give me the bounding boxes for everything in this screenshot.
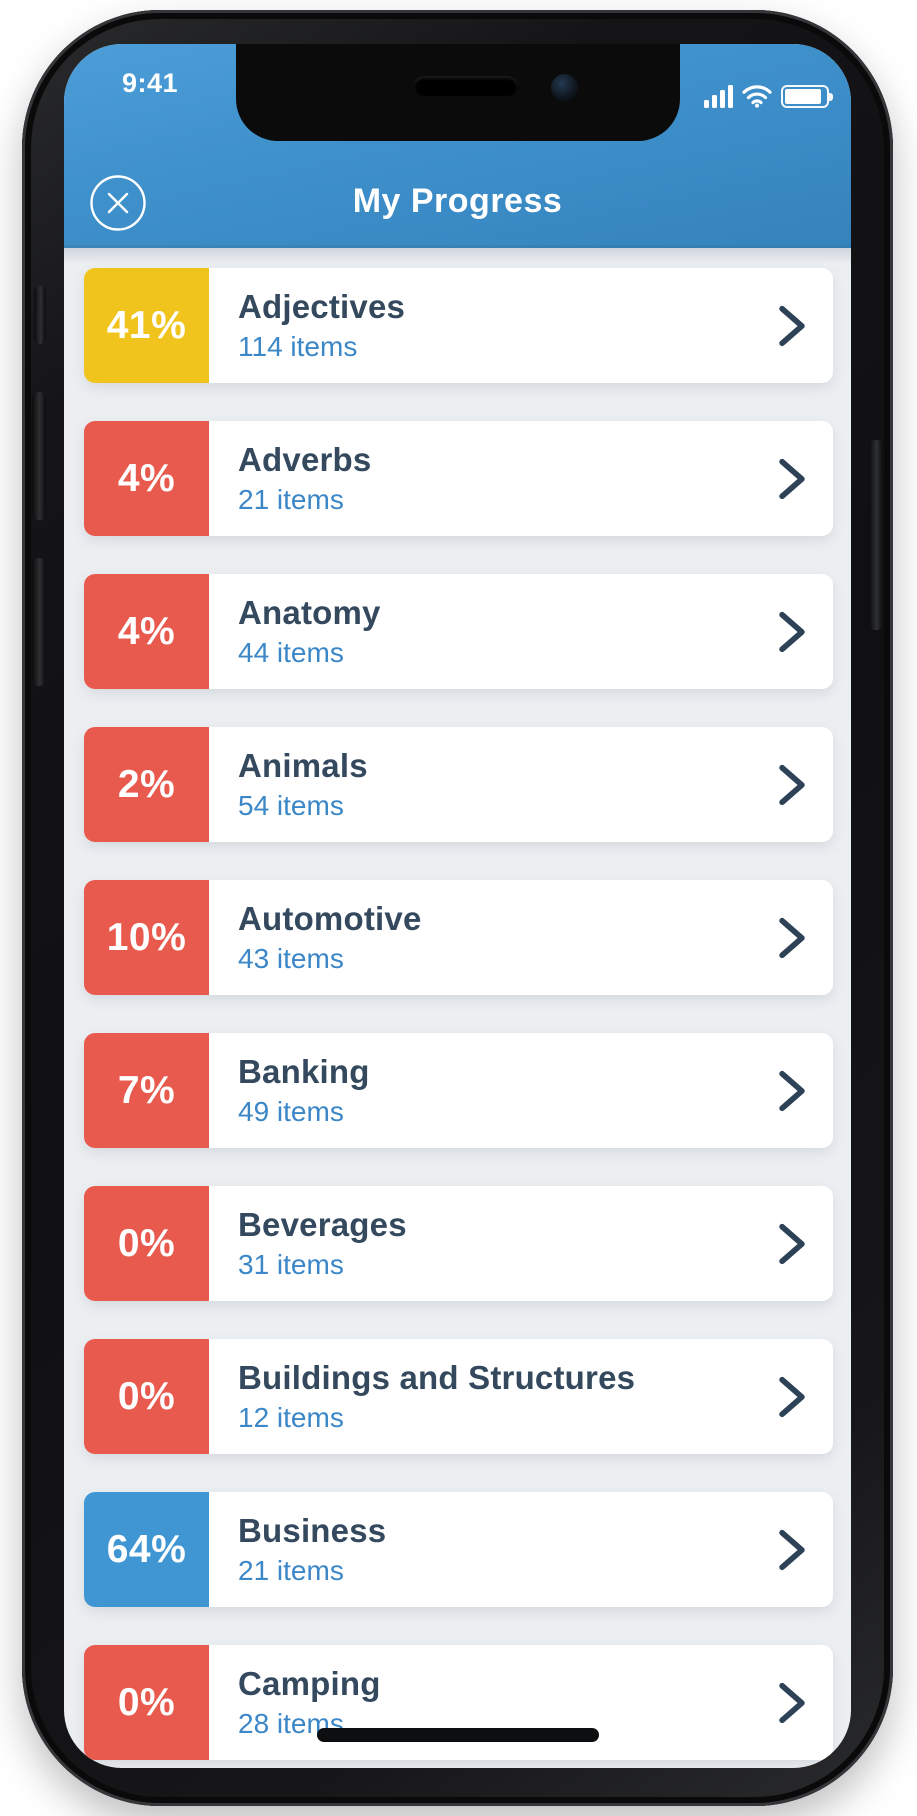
category-title: Banking [238,1054,370,1090]
progress-percent-badge: 41% [84,268,209,383]
category-item-count: 44 items [238,636,344,668]
card-text: Business 21 items [238,1492,777,1607]
category-title: Adjectives [238,289,406,325]
progress-list: 41% Adjectives 114 items 4% Adverbs 21 i… [64,248,851,1768]
card-text: Camping 28 items [238,1645,777,1760]
category-item-count: 21 items [238,483,344,515]
close-button[interactable] [90,175,146,231]
category-title: Anatomy [238,595,381,631]
card-text: Automotive 43 items [238,880,777,995]
category-item-count: 12 items [238,1401,344,1433]
progress-percent-badge: 2% [84,727,209,842]
category-card[interactable]: 0% Camping 28 items [84,1645,833,1760]
category-card[interactable]: 7% Banking 49 items [84,1033,833,1148]
signal-icon [704,85,733,108]
battery-icon [781,85,833,108]
category-card[interactable]: 41% Adjectives 114 items [84,268,833,383]
category-card[interactable]: 0% Beverages 31 items [84,1186,833,1301]
card-text: Beverages 31 items [238,1186,777,1301]
category-item-count: 31 items [238,1248,344,1280]
category-title: Camping [238,1666,381,1702]
category-item-count: 49 items [238,1095,344,1127]
status-icons [704,84,833,108]
chevron-right-icon [777,1682,807,1724]
chevron-right-icon [777,611,807,653]
category-item-count: 114 items [238,330,358,362]
category-title: Animals [238,748,368,784]
card-text: Anatomy 44 items [238,574,777,689]
progress-percent-badge: 4% [84,421,209,536]
front-camera [550,74,578,101]
power-button [869,440,883,630]
mute-switch [34,286,46,344]
card-text: Banking 49 items [238,1033,777,1148]
progress-percent-badge: 0% [84,1645,209,1760]
wifi-icon [742,84,772,108]
card-text: Buildings and Structures 12 items [238,1339,777,1454]
card-text: Animals 54 items [238,727,777,842]
category-card[interactable]: 0% Buildings and Structures 12 items [84,1339,833,1454]
card-text: Adjectives 114 items [238,268,777,383]
chevron-right-icon [777,305,807,347]
volume-up-button [32,392,46,520]
chevron-right-icon [777,917,807,959]
speaker-grille [413,76,518,96]
progress-percent-badge: 0% [84,1339,209,1454]
progress-percent-badge: 4% [84,574,209,689]
chevron-right-icon [777,1529,807,1571]
category-card[interactable]: 4% Adverbs 21 items [84,421,833,536]
chevron-right-icon [777,764,807,806]
volume-down-button [32,558,46,686]
status-time: 9:41 [121,68,179,98]
app-screen: 9:41 [64,44,851,1768]
progress-percent-badge: 0% [84,1186,209,1301]
progress-percent-badge: 10% [84,880,209,995]
chevron-right-icon [777,1376,807,1418]
progress-percent-badge: 64% [84,1492,209,1607]
notch [235,44,680,141]
category-title: Adverbs [238,442,372,478]
chevron-right-icon [777,1223,807,1265]
category-card[interactable]: 4% Anatomy 44 items [84,574,833,689]
page-title: My Progress [352,182,563,220]
category-item-count: 21 items [238,1554,344,1586]
category-card[interactable]: 64% Business 21 items [84,1492,833,1607]
category-title: Buildings and Structures [238,1360,636,1396]
category-item-count: 43 items [238,942,344,974]
chevron-right-icon [777,458,807,500]
category-card[interactable]: 2% Animals 54 items [84,727,833,842]
card-text: Adverbs 21 items [238,421,777,536]
header-bar: 9:41 [64,44,851,248]
category-card[interactable]: 10% Automotive 43 items [84,880,833,995]
chevron-right-icon [777,1070,807,1112]
progress-percent-badge: 7% [84,1033,209,1148]
home-indicator[interactable] [316,1728,599,1742]
category-title: Business [238,1513,387,1549]
category-item-count: 54 items [238,789,344,821]
category-title: Automotive [238,901,422,937]
category-title: Beverages [238,1207,407,1243]
